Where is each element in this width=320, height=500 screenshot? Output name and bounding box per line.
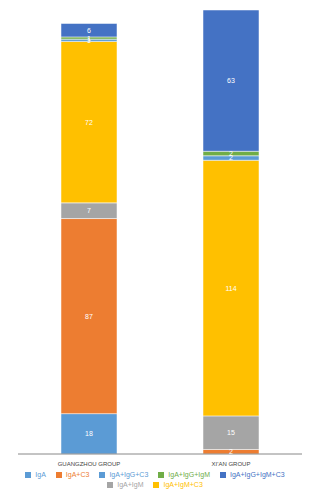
html-text:IgA+IgG+IgM+C3: IgA+IgG+IgM+C3 <box>230 471 285 478</box>
html-text:IgA+IgG+IgM: IgA+IgG+IgM <box>168 471 210 478</box>
svg-text:72: 72 <box>85 119 93 126</box>
svg-text:63: 63 <box>227 77 235 84</box>
svg-text:15: 15 <box>227 429 235 436</box>
svg-text:2: 2 <box>229 150 233 157</box>
svg-text:87: 87 <box>85 313 93 320</box>
html-text:IgA+IgM+C3: IgA+IgM+C3 <box>163 481 203 488</box>
svg-text:GUANGZHOU GROUP: GUANGZHOU GROUP <box>58 461 121 467</box>
svg-text:18: 18 <box>85 430 93 437</box>
html-text:IgA+IgM: IgA+IgM <box>117 481 144 488</box>
html-text:IgA+C3: IgA+C3 <box>65 471 90 478</box>
svg-text:114: 114 <box>225 285 236 292</box>
html-text:IgA+IgG+C3: IgA+IgG+C3 <box>109 471 149 478</box>
svg-text:2: 2 <box>229 448 233 455</box>
html-text:IgA: IgA <box>35 471 46 478</box>
svg-text:6: 6 <box>87 27 91 34</box>
svg-text:7: 7 <box>87 207 91 214</box>
svg-text:2: 2 <box>229 154 233 162</box>
svg-text:XI'AN GROUP: XI'AN GROUP <box>212 461 251 467</box>
svg-text:1: 1 <box>87 35 91 42</box>
